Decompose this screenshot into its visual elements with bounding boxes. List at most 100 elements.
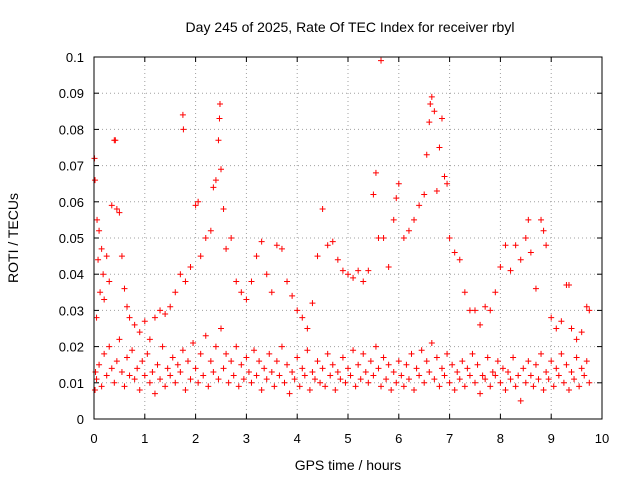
data-point: [436, 144, 443, 151]
data-point: [576, 383, 583, 390]
data-point: [92, 368, 99, 375]
data-point: [322, 383, 329, 390]
y-tick-label: 0.08: [59, 122, 84, 137]
data-point: [223, 245, 230, 252]
data-point: [395, 358, 402, 365]
data-point: [192, 202, 199, 209]
data-point: [159, 343, 166, 350]
data-point: [216, 115, 223, 122]
data-point: [568, 368, 575, 375]
data-point: [212, 343, 219, 350]
data-point: [427, 101, 434, 108]
x-axis-label: GPS time / hours: [295, 457, 402, 473]
data-point: [286, 390, 293, 397]
data-point: [416, 202, 423, 209]
data-point: [411, 387, 418, 394]
data-point: [428, 339, 435, 346]
data-point: [197, 253, 204, 260]
data-point: [202, 332, 209, 339]
data-point: [426, 119, 433, 126]
x-tick-label: 1: [141, 431, 148, 446]
data-point: [317, 379, 324, 386]
data-point: [573, 336, 580, 343]
data-point: [428, 93, 435, 100]
data-point: [94, 216, 101, 223]
data-point: [207, 358, 214, 365]
data-point: [319, 365, 326, 372]
data-point: [92, 387, 99, 394]
data-point: [345, 271, 351, 278]
x-tick-label: 4: [294, 431, 301, 446]
data-point: [101, 350, 108, 357]
data-point: [352, 383, 359, 390]
data-point: [113, 358, 120, 365]
data-point: [266, 350, 273, 357]
data-point: [372, 343, 379, 350]
data-point: [205, 383, 212, 390]
data-point: [350, 347, 357, 354]
data-point: [568, 325, 575, 332]
data-point: [268, 368, 275, 375]
data-point: [131, 321, 138, 328]
data-point: [96, 227, 103, 234]
data-point: [215, 376, 222, 383]
data-point: [172, 379, 179, 386]
chart-title: Day 245 of 2025, Rate Of TEC Index for r…: [186, 19, 515, 35]
y-tick-label: 0.03: [59, 303, 84, 318]
x-axis-ticks: 0 1 2 3 4 5 6 7 8 9 10: [90, 57, 609, 446]
data-point: [477, 390, 484, 397]
data-point: [200, 372, 207, 379]
data-point: [497, 379, 504, 386]
data-point: [151, 390, 158, 397]
data-point: [210, 184, 217, 191]
data-point: [339, 354, 346, 361]
data-point: [365, 379, 372, 386]
data-point: [98, 383, 105, 390]
data-point: [134, 365, 141, 372]
data-point: [360, 350, 367, 357]
data-point: [461, 383, 468, 390]
data-point: [454, 368, 461, 375]
data-point: [411, 216, 418, 223]
data-point: [517, 397, 524, 404]
data-point: [187, 376, 194, 383]
data-point: [256, 358, 263, 365]
data-point: [558, 350, 565, 357]
data-point: [228, 358, 235, 365]
data-point: [141, 372, 148, 379]
data-point: [492, 372, 499, 379]
data-point: [502, 387, 509, 394]
data-point: [586, 307, 593, 314]
data-point: [433, 187, 440, 194]
data-point: [347, 372, 354, 379]
data-point: [565, 387, 572, 394]
data-point: [451, 387, 458, 394]
data-point: [548, 358, 555, 365]
data-point: [235, 383, 242, 390]
data-point: [299, 314, 306, 321]
data-point: [527, 372, 534, 379]
data-point: [108, 365, 115, 372]
data-point: [218, 166, 224, 173]
data-point: [573, 354, 580, 361]
data-point: [540, 227, 547, 234]
data-point: [182, 278, 189, 285]
data-point: [362, 368, 369, 375]
data-point: [446, 379, 453, 386]
data-point: [129, 347, 136, 354]
data-point: [124, 354, 131, 361]
data-point: [100, 271, 107, 278]
data-point: [162, 383, 169, 390]
data-point: [563, 361, 570, 368]
data-point: [233, 278, 240, 285]
data-point: [583, 358, 590, 365]
data-point: [327, 372, 334, 379]
data-point: [337, 376, 344, 383]
data-point: [93, 314, 100, 321]
data-point: [466, 307, 473, 314]
data-point: [535, 376, 542, 383]
data-point: [527, 249, 534, 256]
y-tick-label: 0.09: [59, 86, 84, 101]
data-point: [571, 376, 578, 383]
